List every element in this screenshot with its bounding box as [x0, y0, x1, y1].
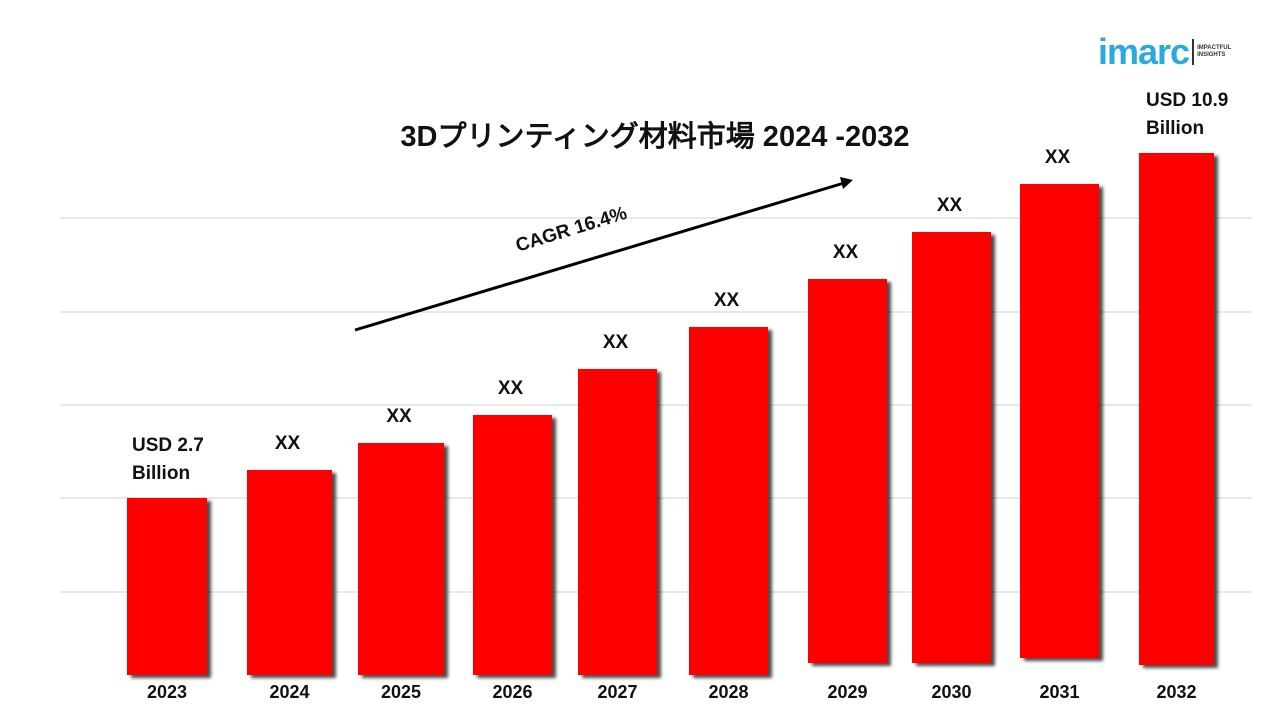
logo-word: imarc: [1098, 31, 1190, 72]
data-label: Billion: [1146, 118, 1204, 139]
x-tick-label: 2029: [827, 682, 867, 702]
x-tick-label: 2032: [1156, 682, 1196, 702]
cagr-label: CAGR 16.4%: [513, 203, 629, 257]
x-tick-label: 2024: [269, 682, 309, 702]
data-label: USD 10.9: [1146, 90, 1228, 111]
logo-divider: [1192, 39, 1195, 65]
bar-2029: [808, 279, 887, 663]
bar-2025: [358, 443, 444, 675]
data-label: XX: [386, 406, 412, 427]
bar-2023: [127, 498, 207, 675]
x-tick-label: 2023: [147, 682, 187, 702]
x-tick-label: 2028: [708, 682, 748, 702]
arrow-head-icon: [840, 177, 853, 189]
bar-2032: [1139, 153, 1214, 665]
bar-2026: [473, 415, 552, 675]
x-tick-label: 2030: [931, 682, 971, 702]
imarc-logo: imarc IMPACTFUL INSIGHTS: [1098, 34, 1231, 70]
bar-2028: [689, 327, 768, 675]
x-tick-label: 2031: [1039, 682, 1079, 702]
bar-2030: [912, 232, 991, 663]
x-tick-label: 2027: [597, 682, 637, 702]
bar-2027: [578, 369, 657, 675]
data-label: XX: [603, 332, 629, 353]
cagr-arrow: [354, 181, 845, 332]
bar-2024: [247, 470, 332, 675]
data-label: Billion: [132, 463, 190, 484]
data-label: USD 2.7: [132, 435, 204, 456]
data-label: XX: [714, 290, 740, 311]
bar-2031: [1020, 184, 1099, 658]
x-tick-label: 2026: [492, 682, 532, 702]
chart-title: 3Dプリンティング材料市場 2024 -2032: [400, 121, 910, 153]
data-label: XX: [498, 378, 524, 399]
data-label: XX: [275, 433, 301, 454]
data-label: XX: [1045, 147, 1071, 168]
data-label: XX: [833, 242, 859, 263]
x-tick-label: 2025: [381, 682, 421, 702]
logo-tagline: IMPACTFUL INSIGHTS: [1197, 45, 1232, 58]
data-label: XX: [937, 195, 963, 216]
